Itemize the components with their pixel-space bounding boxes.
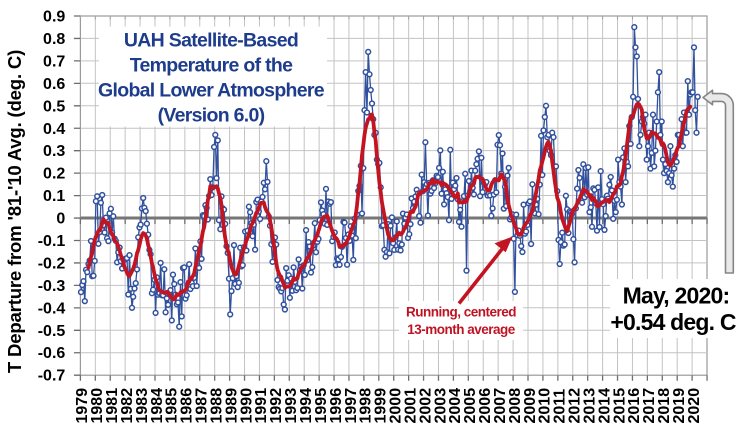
svg-text:2019: 2019 — [671, 388, 688, 424]
svg-text:Running, centered: Running, centered — [406, 305, 516, 320]
svg-text:0.7: 0.7 — [43, 53, 65, 70]
svg-text:(Version 6.0): (Version 6.0) — [158, 105, 265, 127]
svg-text:1982: 1982 — [119, 388, 136, 424]
svg-text:2006: 2006 — [477, 388, 494, 424]
svg-text:0.5: 0.5 — [43, 98, 65, 115]
svg-text:2017: 2017 — [641, 388, 658, 424]
svg-text:2018: 2018 — [656, 388, 673, 424]
svg-text:0.2: 0.2 — [43, 166, 65, 183]
svg-text:-0.7: -0.7 — [38, 368, 66, 385]
svg-text:1995: 1995 — [313, 388, 330, 424]
svg-text:1993: 1993 — [283, 388, 300, 424]
svg-text:0.4: 0.4 — [43, 121, 65, 138]
svg-text:2012: 2012 — [567, 388, 584, 424]
svg-text:1994: 1994 — [298, 388, 315, 424]
svg-text:2003: 2003 — [432, 388, 449, 424]
svg-text:2016: 2016 — [626, 388, 643, 424]
svg-text:-0.1: -0.1 — [38, 233, 66, 250]
svg-text:2015: 2015 — [611, 388, 628, 424]
svg-text:2002: 2002 — [417, 388, 434, 424]
svg-text:1986: 1986 — [179, 388, 196, 424]
svg-text:0.3: 0.3 — [43, 143, 65, 160]
svg-text:0: 0 — [56, 211, 65, 228]
svg-text:0.1: 0.1 — [43, 188, 65, 205]
svg-text:May, 2020:: May, 2020: — [623, 283, 730, 309]
svg-text:+0.54 deg. C: +0.54 deg. C — [610, 309, 735, 335]
svg-text:1987: 1987 — [194, 388, 211, 424]
svg-text:2011: 2011 — [552, 389, 569, 424]
svg-text:1997: 1997 — [343, 388, 360, 424]
svg-text:1988: 1988 — [208, 388, 225, 424]
svg-text:1984: 1984 — [149, 388, 166, 424]
svg-text:1991: 1991 — [253, 388, 270, 424]
svg-text:1996: 1996 — [328, 388, 345, 424]
svg-text:-0.6: -0.6 — [38, 345, 66, 362]
svg-text:1999: 1999 — [373, 388, 390, 424]
svg-text:1989: 1989 — [223, 388, 240, 424]
svg-text:-0.5: -0.5 — [38, 323, 66, 340]
svg-text:2020: 2020 — [686, 388, 703, 424]
svg-text:0.6: 0.6 — [43, 76, 65, 93]
svg-text:Temperature of the: Temperature of the — [130, 55, 293, 77]
svg-text:1998: 1998 — [358, 388, 375, 424]
svg-text:2004: 2004 — [447, 388, 464, 424]
svg-text:2000: 2000 — [388, 388, 405, 424]
svg-text:-0.4: -0.4 — [38, 300, 66, 317]
svg-text:2007: 2007 — [492, 388, 509, 424]
svg-text:-0.2: -0.2 — [38, 255, 66, 272]
svg-text:Global Lower Atmosphere: Global Lower Atmosphere — [98, 80, 325, 102]
svg-text:T Departure from '81-'10 Avg.: T Departure from '81-'10 Avg. (deg. C) — [4, 50, 25, 373]
svg-text:1983: 1983 — [134, 388, 151, 424]
svg-text:0.8: 0.8 — [43, 31, 65, 48]
svg-text:1990: 1990 — [238, 388, 255, 424]
svg-text:2010: 2010 — [537, 388, 554, 424]
svg-text:2014: 2014 — [596, 388, 613, 424]
svg-text:UAH Satellite-Based: UAH Satellite-Based — [124, 30, 298, 52]
svg-text:-0.3: -0.3 — [38, 278, 66, 295]
svg-text:2005: 2005 — [462, 388, 479, 424]
svg-text:1979: 1979 — [74, 388, 91, 424]
svg-text:2008: 2008 — [507, 388, 524, 424]
svg-text:2001: 2001 — [402, 388, 419, 424]
svg-text:1985: 1985 — [164, 388, 181, 424]
svg-text:13-month average: 13-month average — [407, 322, 516, 337]
svg-text:2013: 2013 — [581, 388, 598, 424]
svg-text:1980: 1980 — [89, 388, 106, 424]
svg-text:0.9: 0.9 — [43, 9, 65, 26]
svg-text:2009: 2009 — [522, 388, 539, 424]
svg-text:1992: 1992 — [268, 388, 285, 424]
svg-text:1981: 1981 — [104, 388, 121, 424]
